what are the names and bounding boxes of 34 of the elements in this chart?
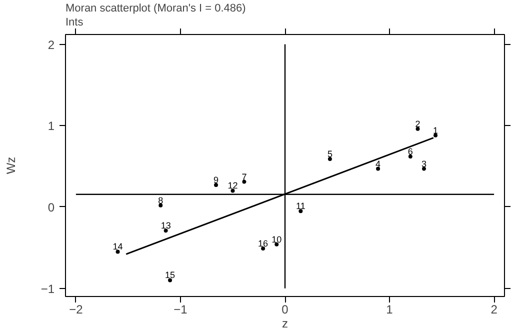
x-tick-label: 2 — [490, 302, 498, 316]
y-tick-label: −1 — [40, 282, 55, 296]
point — [434, 133, 438, 138]
annotation: 3 — [422, 158, 427, 169]
y-axis-title: Wz — [4, 156, 18, 174]
y-tick-label: 1 — [48, 119, 55, 134]
x-tick-label: 0 — [282, 302, 289, 316]
annotation: 10 — [272, 234, 282, 244]
chart-title: Moran scatterplot (Moran's I = 0.486) — [66, 2, 246, 14]
x-tick-label: −2 — [69, 302, 84, 316]
annotation: 11 — [296, 201, 306, 212]
x-tick-label: −1 — [174, 302, 188, 316]
x-tick-label: 1 — [386, 302, 394, 316]
point — [116, 250, 120, 254]
point — [230, 188, 235, 193]
annotation: 4 — [376, 158, 381, 169]
chart-subtitle: Ints — [66, 16, 84, 28]
annotation: 12 — [228, 180, 238, 191]
annotation: 15 — [165, 270, 176, 280]
annotation: 16 — [258, 238, 268, 248]
y-tick-label: 0 — [48, 200, 55, 214]
point — [214, 183, 218, 188]
point — [298, 209, 303, 214]
annotation: 7 — [242, 172, 247, 182]
annotation: 1 — [433, 125, 438, 136]
annotation: 9 — [214, 175, 219, 186]
annotation: 5 — [327, 148, 332, 159]
annotation: 13 — [160, 220, 171, 231]
annotation: 8 — [158, 195, 164, 206]
y-tick-label: 2 — [48, 38, 55, 52]
annotation: 6 — [408, 146, 413, 157]
x-axis-title: z — [282, 316, 288, 330]
annotation: 2 — [415, 118, 420, 129]
annotation: 14 — [112, 242, 123, 252]
